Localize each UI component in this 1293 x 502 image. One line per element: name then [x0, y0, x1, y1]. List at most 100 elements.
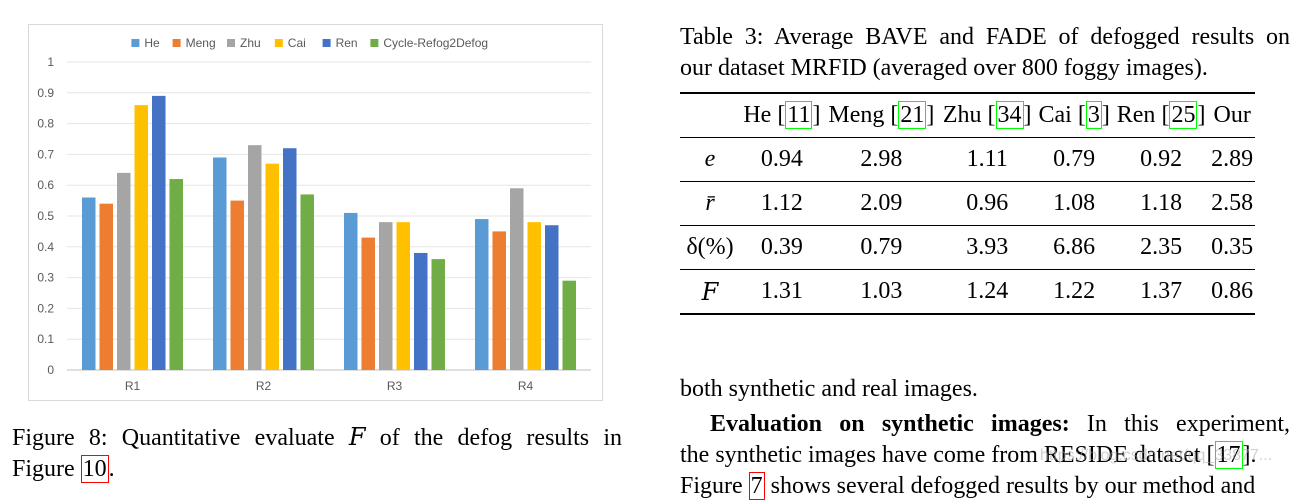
header-he: He [11]	[743, 101, 821, 129]
table-row: e 0.94 2.98 1.11 0.79 0.92 2.89	[680, 138, 1255, 182]
paragraph-text: Figure	[680, 473, 749, 499]
x-tick-label: R2	[256, 379, 272, 393]
table-cell: 1.12	[760, 190, 803, 216]
table-cell: 1.03	[860, 278, 903, 304]
table-cell: 1.08	[1053, 190, 1096, 216]
bar-cycle-refog2defog	[300, 194, 314, 370]
table-row: δ(%) 0.39 0.79 3.93 6.86 2.35 0.35	[680, 226, 1255, 270]
header-zhu: Zhu [34]	[942, 101, 1032, 129]
caption-middle: of the defog results in	[365, 425, 622, 451]
table-cell: 2.89	[1211, 146, 1254, 172]
bar-cycle-refog2defog	[431, 259, 445, 370]
table-cell: 3.93	[966, 234, 1009, 260]
table-cell: 1.22	[1053, 278, 1096, 304]
table-cell: 1.24	[966, 278, 1009, 304]
legend-label: He	[144, 36, 160, 50]
y-tick-label: 0	[47, 363, 54, 377]
bar-zhu	[117, 172, 131, 370]
row-label: δ(%)	[686, 234, 734, 260]
figure-ref-link[interactable]: 7	[748, 472, 765, 500]
header-our: Our	[1213, 102, 1251, 128]
ref-link[interactable]: 34	[995, 101, 1024, 129]
caption-symbol: F	[348, 423, 366, 451]
ref-link[interactable]: 21	[898, 101, 927, 129]
y-tick-label: 0.2	[37, 301, 54, 315]
bar-chart-figure: 0 0.1 0.2 0.3 0.4 0.5 0.6 0.7 0.8 0.9 1 R1 R2 R3 R4 He M…	[28, 24, 603, 401]
table-cell: 0.79	[1053, 146, 1096, 172]
table-cell: 0.79	[860, 234, 903, 260]
section-heading: Evaluation on synthetic images:	[710, 411, 1070, 437]
watermark: https://blog.csdn.net/qq_33877...	[1040, 447, 1273, 464]
y-tick-label: 0.9	[37, 86, 54, 100]
caption-prefix: Figure 8: Quantitative evaluate	[12, 425, 349, 451]
bar-cai	[134, 105, 148, 371]
table-row: F 1.31 1.03 1.24 1.22 1.37 0.86	[680, 270, 1255, 314]
legend-swatch	[322, 39, 331, 47]
legend-swatch	[370, 39, 379, 47]
ref-link[interactable]: 11	[785, 101, 813, 129]
table-cell: 2.98	[860, 146, 903, 172]
x-tick-label: R3	[387, 379, 403, 393]
paragraph-text: shows several defogged results by our me…	[764, 473, 1256, 499]
x-tick-label: R1	[125, 379, 141, 393]
table-header-row: He [11] Meng [21] Zhu [34] Cai [3] Ren […	[680, 93, 1255, 138]
bar-ren	[283, 148, 297, 370]
table-cell: 2.58	[1211, 190, 1254, 216]
legend-label: Cycle-Refog2Defog	[383, 36, 488, 50]
y-tick-label: 0.1	[37, 332, 54, 346]
table-cell: 6.86	[1053, 234, 1096, 260]
body-line: Figure 7 shows several defogged results …	[680, 471, 1290, 502]
header-ren: Ren [25]	[1116, 101, 1206, 129]
paragraph-text: ].	[1242, 442, 1257, 468]
bar-meng	[99, 203, 113, 370]
bar-ren	[152, 95, 166, 370]
y-tick-label: 0.7	[37, 147, 54, 161]
legend-label: Cai	[288, 36, 306, 50]
bar-zhu	[379, 222, 393, 370]
table-caption: Table 3: Average BAVE and FADE of defogg…	[680, 22, 1290, 84]
row-label: e	[704, 146, 716, 172]
header-cai: Cai [3]	[1038, 101, 1110, 129]
bar-cai	[396, 222, 410, 370]
table-cell: 0.86	[1211, 278, 1254, 304]
bar-cycle-refog2defog	[562, 280, 576, 370]
bar-zhu	[248, 145, 262, 370]
table-cell: 2.09	[860, 190, 903, 216]
legend-swatch	[274, 39, 283, 47]
table-cell: 0.96	[966, 190, 1009, 216]
bar-meng	[230, 200, 244, 370]
table-cell: 1.11	[966, 146, 1008, 172]
y-tick-label: 1	[47, 55, 54, 69]
bar-he	[213, 157, 227, 370]
ref-link[interactable]: 25	[1169, 101, 1198, 129]
bar-zhu	[510, 188, 524, 370]
legend-label: Zhu	[240, 36, 261, 50]
ref-link[interactable]: 3	[1085, 101, 1102, 129]
bar-he	[344, 212, 358, 370]
table-cell: 0.92	[1140, 146, 1183, 172]
y-tick-label: 0.5	[37, 209, 54, 223]
header-meng: Meng [21]	[828, 101, 935, 129]
table-cell: 0.35	[1211, 234, 1254, 260]
bar-chart: 0 0.1 0.2 0.3 0.4 0.5 0.6 0.7 0.8 0.9 1 R1 R2 R3 R4 He M…	[37, 36, 591, 393]
caption-line2-prefix: Figure	[12, 456, 81, 482]
table-cell: 2.35	[1140, 234, 1183, 260]
bar-meng	[492, 231, 506, 370]
row-label: r̄	[705, 190, 715, 216]
legend-swatch	[172, 39, 181, 47]
bar-cai	[527, 222, 541, 370]
ref-link[interactable]: 17	[1214, 441, 1243, 469]
section-paragraph-start: Evaluation on synthetic images: In this …	[680, 409, 1290, 440]
bar-meng	[361, 237, 375, 370]
table-cell: 0.39	[760, 234, 803, 260]
y-tick-label: 0.8	[37, 117, 54, 131]
figure-caption: Figure 8: Quantitative evaluate F of the…	[12, 422, 622, 485]
bar-cai	[265, 163, 279, 370]
legend-swatch	[227, 39, 235, 47]
legend-label: Meng	[186, 36, 216, 50]
body-line: the synthetic images have come from RESI…	[680, 440, 1290, 471]
figure-ref-link[interactable]: 10	[80, 455, 109, 483]
y-tick-label: 0.6	[37, 178, 54, 192]
body-line: both synthetic and real images.	[680, 376, 978, 402]
bar-ren	[414, 252, 428, 370]
